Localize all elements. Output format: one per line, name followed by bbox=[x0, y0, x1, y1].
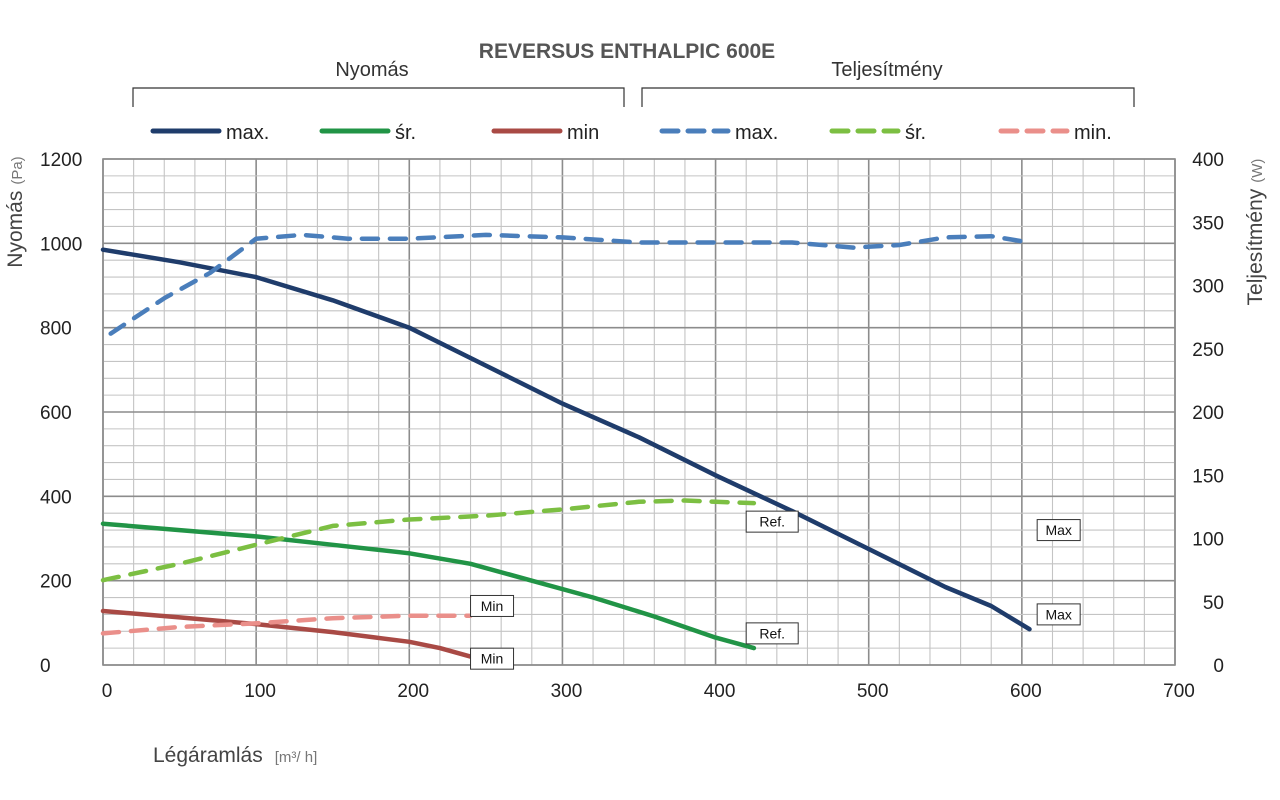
series-line bbox=[100, 608, 473, 659]
y2-tick-label: 350 bbox=[1192, 213, 1224, 234]
annotations-layer: Max Max Ref. Ref. Min Min bbox=[470, 510, 1081, 670]
group-bracket-pressure bbox=[132, 87, 625, 107]
x-tick-label: 300 bbox=[551, 681, 583, 702]
y2-tick-label: 100 bbox=[1192, 530, 1224, 551]
series-line bbox=[100, 521, 757, 651]
legend: max. śr. min max. śr. min. bbox=[150, 122, 1112, 144]
legend-label: śr. bbox=[905, 122, 926, 144]
annotation-box bbox=[1036, 519, 1081, 542]
series-line bbox=[100, 613, 473, 636]
series-line bbox=[108, 232, 1032, 336]
annotation-box bbox=[1036, 603, 1081, 626]
y2-tick-label: 400 bbox=[1192, 150, 1224, 171]
y-tick-label: 200 bbox=[40, 572, 72, 593]
grid bbox=[102, 158, 1176, 666]
series-line bbox=[100, 247, 1032, 632]
y-axis-label: Nyomás(Pa) bbox=[4, 156, 27, 267]
legend-label: min. bbox=[1074, 122, 1112, 144]
group-label-pressure: Nyomás bbox=[335, 59, 408, 81]
x-tick-labels: 0 100 200 300 400 500 600 700 bbox=[102, 681, 1195, 702]
x-tick-label: 200 bbox=[397, 681, 429, 702]
annotation-label: Ref. bbox=[759, 514, 785, 530]
y2-axis-label: Teljesítmény(W) bbox=[1244, 159, 1267, 306]
annotation-label: Ref. bbox=[759, 625, 785, 641]
y-tick-label: 400 bbox=[40, 487, 72, 508]
plot-border bbox=[102, 158, 1176, 666]
group-label-power: Teljesítmény bbox=[831, 59, 942, 81]
y2-tick-label: 0 bbox=[1213, 656, 1224, 677]
legend-label: min bbox=[567, 122, 599, 144]
y2-tick-label: 300 bbox=[1192, 277, 1224, 298]
x-tick-label: 500 bbox=[857, 681, 889, 702]
y-tick-label: 1000 bbox=[40, 234, 82, 255]
x-tick-label: 600 bbox=[1010, 681, 1042, 702]
x-axis-label: Légáramlás [m³/ h] bbox=[153, 744, 317, 767]
legend-label: max. bbox=[226, 122, 269, 144]
y2-tick-label: 250 bbox=[1192, 340, 1224, 361]
y-tick-label: 600 bbox=[40, 403, 72, 424]
y-tick-label: 800 bbox=[40, 319, 72, 340]
x-tick-label: 400 bbox=[704, 681, 736, 702]
legend-label: śr. bbox=[395, 122, 416, 144]
annotation-box bbox=[745, 510, 799, 533]
y2-tick-label: 150 bbox=[1192, 466, 1224, 487]
annotation-label: Min bbox=[481, 651, 504, 667]
group-bracket-power bbox=[641, 87, 1135, 107]
chart-title: REVERSUS ENTHALPIC 600E bbox=[479, 40, 775, 63]
y-tick-label: 1200 bbox=[40, 150, 82, 171]
annotation-box bbox=[470, 647, 515, 670]
y-tick-labels: 0 200 400 600 800 1000 1200 bbox=[40, 150, 82, 677]
y-tick-label: 0 bbox=[40, 656, 51, 677]
annotation-box bbox=[745, 622, 799, 645]
x-tick-label: 0 bbox=[102, 681, 113, 702]
annotation-label: Min bbox=[481, 598, 504, 614]
annotation-label: Max bbox=[1045, 522, 1071, 538]
legend-label: max. bbox=[735, 122, 778, 144]
annotation-box bbox=[470, 594, 515, 617]
y2-tick-label: 200 bbox=[1192, 403, 1224, 424]
x-tick-label: 700 bbox=[1163, 681, 1195, 702]
y2-tick-label: 50 bbox=[1203, 593, 1224, 614]
y2-tick-labels: 0 50 100 150 200 250 300 350 400 bbox=[1192, 150, 1224, 677]
annotation-label: Max bbox=[1045, 606, 1071, 622]
series-line bbox=[100, 498, 757, 583]
x-tick-label: 100 bbox=[244, 681, 276, 702]
series-layer bbox=[100, 232, 1032, 659]
